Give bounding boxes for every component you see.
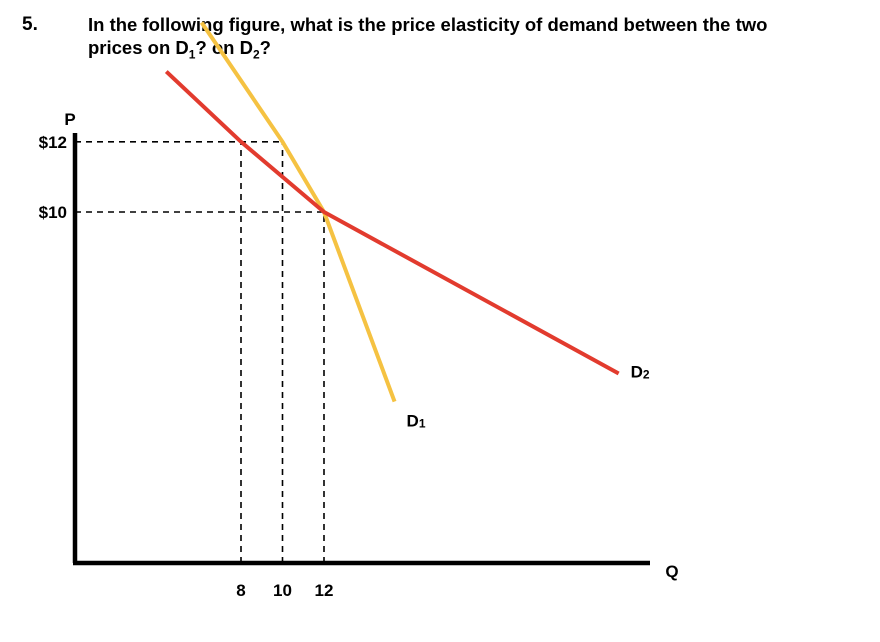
x-tick-12: 12 — [315, 581, 334, 600]
question-number: 5. — [22, 14, 38, 35]
question-line-2-part-c: ? — [259, 37, 271, 58]
x-axis-label: Q — [665, 562, 678, 581]
y-tick-10: $10 — [39, 203, 67, 222]
question-sub-1: 1 — [188, 47, 196, 62]
curve-labels: D1 D2 — [407, 362, 650, 430]
x-tick-8: 8 — [236, 581, 245, 600]
label-d1: D1 — [407, 412, 426, 431]
curve-d1 — [199, 21, 397, 403]
question-line-1: In the following figure, what is the pri… — [88, 14, 768, 35]
question-text: In the following figure, what is the pri… — [88, 13, 868, 67]
label-d2: D2 — [631, 362, 650, 381]
demand-curves — [164, 21, 620, 403]
axes — [72, 133, 650, 566]
curve-d2 — [164, 70, 620, 376]
y-axis-label: P — [64, 110, 75, 129]
question-sub-2: 2 — [252, 47, 260, 62]
y-tick-12: $12 — [39, 133, 67, 152]
question-line-2-part-a: prices on D — [88, 37, 189, 58]
question-line-2: prices on D1? on D2? — [88, 36, 868, 67]
x-tick-10: 10 — [273, 581, 292, 600]
question-line-2-part-b: ? on D — [195, 37, 253, 58]
tick-labels: 8 10 12 $12 $10 — [39, 133, 334, 600]
guide-lines — [75, 141, 325, 563]
